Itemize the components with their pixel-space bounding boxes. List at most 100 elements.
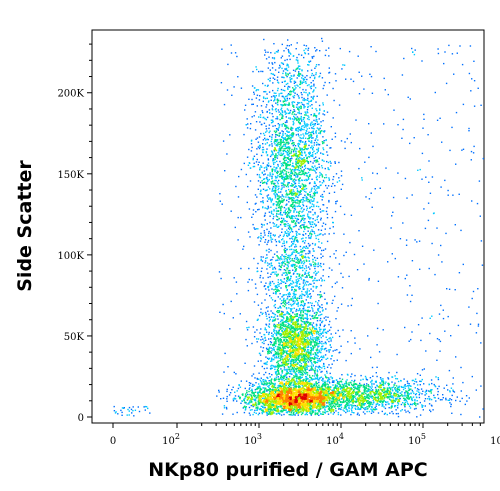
data-point — [277, 174, 279, 177]
data-point — [297, 119, 300, 121]
data-point — [302, 370, 304, 372]
data-point — [312, 315, 314, 317]
data-point — [236, 400, 238, 402]
data-point — [321, 367, 323, 369]
data-point — [304, 99, 306, 101]
data-point — [266, 178, 269, 180]
data-point — [277, 289, 279, 291]
data-point — [285, 253, 287, 255]
data-point — [263, 97, 265, 99]
data-point — [275, 215, 278, 217]
data-point — [284, 104, 287, 106]
data-point — [272, 160, 274, 162]
data-point — [303, 196, 305, 199]
data-point — [270, 52, 272, 54]
data-point — [300, 190, 302, 192]
data-point — [277, 361, 279, 363]
data-point — [322, 328, 325, 331]
data-point — [306, 125, 309, 127]
data-point — [283, 173, 285, 175]
data-point — [283, 186, 285, 188]
data-point — [291, 148, 293, 151]
data-point — [289, 366, 292, 368]
data-point — [279, 357, 281, 360]
data-point — [303, 49, 305, 52]
data-point — [311, 401, 313, 404]
data-point — [316, 338, 318, 340]
data-point — [276, 155, 279, 157]
data-point — [276, 144, 278, 147]
data-point — [282, 322, 284, 324]
data-point — [313, 83, 315, 85]
data-point — [300, 276, 302, 279]
data-point — [252, 70, 254, 73]
data-point — [269, 77, 271, 79]
data-point — [346, 405, 348, 408]
data-point — [278, 412, 281, 414]
data-point — [299, 325, 302, 328]
data-point — [310, 377, 313, 380]
data-point — [301, 179, 303, 182]
data-point — [291, 103, 294, 105]
data-point — [323, 325, 325, 328]
data-point — [270, 316, 273, 318]
data-point — [299, 129, 302, 131]
data-point — [302, 158, 304, 160]
data-point — [304, 164, 306, 167]
data-point — [315, 130, 318, 132]
data-point — [278, 173, 281, 175]
data-point — [261, 110, 263, 112]
data-point — [322, 269, 325, 271]
data-point — [284, 150, 287, 152]
data-point — [311, 137, 313, 139]
data-point — [306, 123, 308, 125]
data-point — [302, 247, 304, 249]
data-point — [263, 215, 266, 217]
data-point — [317, 143, 319, 145]
data-point — [269, 135, 271, 138]
data-point — [281, 262, 283, 264]
data-point — [308, 250, 310, 252]
data-point — [279, 64, 281, 67]
data-point — [271, 173, 274, 175]
data-point — [294, 349, 296, 351]
data-point — [307, 318, 309, 320]
data-point — [316, 187, 318, 190]
data-point — [317, 366, 319, 368]
data-point — [317, 338, 319, 340]
data-point — [305, 99, 307, 101]
data-point — [269, 112, 271, 114]
data-point — [302, 387, 304, 389]
data-point — [260, 270, 263, 273]
data-point — [315, 144, 318, 146]
data-point — [318, 342, 320, 345]
data-point — [297, 382, 299, 384]
data-point — [278, 236, 280, 238]
data-point — [290, 193, 292, 195]
data-point — [259, 354, 262, 356]
data-point — [245, 320, 248, 323]
data-point — [283, 367, 286, 369]
data-point — [266, 104, 268, 106]
data-point — [243, 398, 245, 400]
data-point — [255, 161, 258, 163]
data-point — [274, 406, 276, 409]
data-point — [298, 345, 300, 347]
data-point — [312, 137, 314, 139]
data-point — [300, 106, 302, 108]
data-point — [272, 222, 274, 224]
data-point — [305, 112, 307, 114]
data-point — [295, 155, 297, 157]
data-point — [268, 62, 270, 64]
data-point — [304, 188, 306, 190]
data-point — [298, 111, 300, 113]
data-point — [312, 200, 314, 202]
data-point — [307, 342, 310, 344]
data-point — [271, 63, 274, 65]
data-point — [256, 105, 258, 107]
data-point — [279, 66, 281, 68]
data-point — [269, 198, 272, 200]
data-point — [285, 294, 287, 296]
data-point — [307, 147, 309, 150]
data-point — [298, 106, 300, 108]
